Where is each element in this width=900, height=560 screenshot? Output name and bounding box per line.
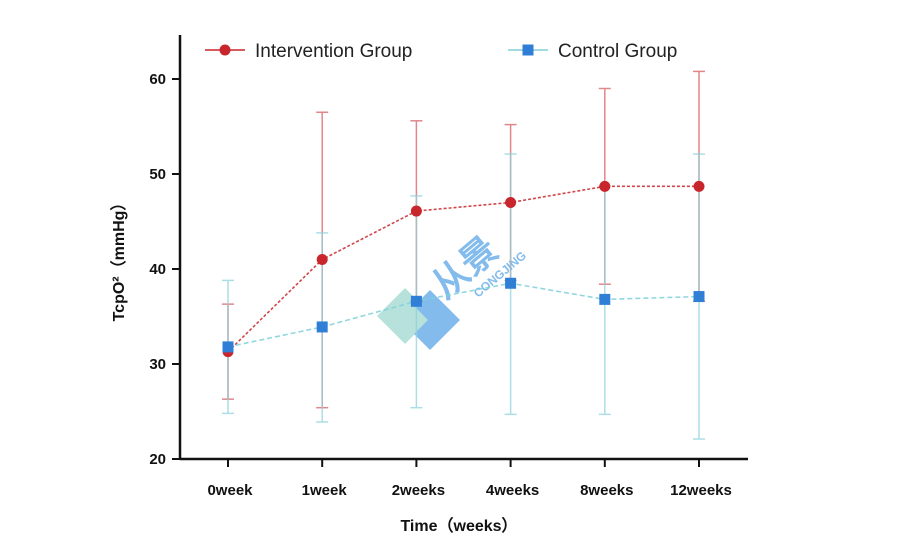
series-line-control [227,282,700,348]
data-point-intervention [505,197,517,208]
x-tick-label: 1week [302,482,348,499]
watermark-logo: 从景 CONGJING [377,228,529,350]
data-point-control [505,277,517,289]
y-tick-label: 50 [149,166,166,183]
y-ticks: 20 30 40 50 60 [149,71,180,468]
legend-label: Control Group [558,41,677,62]
error-bars-intervention [222,70,705,409]
watermark-diamond-right [414,290,460,350]
x-tick-label: 8weeks [580,482,633,499]
data-point-control [599,293,611,305]
data-point-intervention [599,180,611,192]
legend: Intervention Group Control Group [205,41,677,62]
series-line-intervention [227,185,699,353]
x-tick-label: 0week [207,482,253,499]
error-bars-control [222,153,705,440]
data-point-control [222,341,234,353]
data-point-intervention [316,254,328,265]
y-tick-label: 20 [149,451,166,468]
legend-label: Intervention Group [255,41,412,62]
data-point-control [316,321,328,333]
data-point-control [693,291,705,303]
data-point-intervention [693,180,705,192]
x-tick-label: 4weeks [486,482,539,499]
x-tick-label: 2weeks [392,482,445,499]
x-ticks: 0week 1week 2weeks 4weeks 8weeks 12weeks [207,459,732,499]
series-layer [222,70,705,440]
x-axis-title: Time（weeks） [400,517,517,535]
data-point-control [410,295,422,307]
y-axis-title: TcpO²（mmHg） [110,195,128,322]
legend-marker-circle [219,44,231,56]
y-tick-label: 40 [149,261,166,278]
x-tick-label: 12weeks [670,482,732,499]
watermark-chinese: 从景 [424,228,506,306]
y-tick-label: 60 [149,71,166,88]
legend-marker-square [522,44,534,56]
y-tick-label: 30 [149,356,166,373]
data-point-intervention [410,205,422,217]
